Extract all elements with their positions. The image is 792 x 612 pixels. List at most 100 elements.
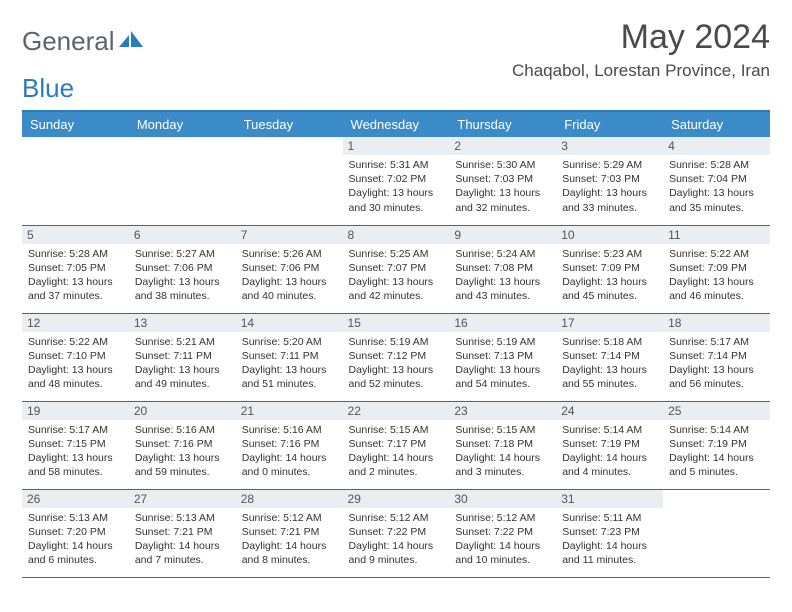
calendar-day-cell: 4 Sunrise: 5:28 AMSunset: 7:04 PMDaylight… [663, 137, 770, 225]
day-info: Sunrise: 5:11 AMSunset: 7:23 PMDaylight:… [562, 511, 657, 568]
sunset-text: Sunset: 7:22 PM [455, 525, 550, 539]
day-info: Sunrise: 5:29 AMSunset: 7:03 PMDaylight:… [562, 158, 657, 215]
sunrise-text: Sunrise: 5:21 AM [135, 335, 230, 349]
daylight-text: Daylight: 13 hours and 48 minutes. [28, 363, 123, 391]
daylight-text: Daylight: 13 hours and 54 minutes. [455, 363, 550, 391]
daylight-text: Daylight: 14 hours and 9 minutes. [349, 539, 444, 567]
day-info: Sunrise: 5:28 AMSunset: 7:04 PMDaylight:… [669, 158, 764, 215]
daylight-text: Daylight: 13 hours and 32 minutes. [455, 186, 550, 214]
calendar-day-cell: 12Sunrise: 5:22 AMSunset: 7:10 PMDayligh… [22, 313, 129, 401]
day-number: 6 [129, 226, 236, 244]
day-number: 24 [556, 402, 663, 420]
calendar-day-cell: 9Sunrise: 5:24 AMSunset: 7:08 PMDaylight… [449, 225, 556, 313]
weekday-header: Thursday [449, 112, 556, 137]
day-info: Sunrise: 5:12 AMSunset: 7:22 PMDaylight:… [349, 511, 444, 568]
day-info: Sunrise: 5:15 AMSunset: 7:18 PMDaylight:… [455, 423, 550, 480]
day-number: 20 [129, 402, 236, 420]
weekday-header: Friday [556, 112, 663, 137]
sunrise-text: Sunrise: 5:12 AM [242, 511, 337, 525]
calendar-week-row: 19 Sunrise: 5:17 AMSunset: 7:15 PMDayligh… [22, 401, 770, 489]
sunrise-text: Sunrise: 5:27 AM [135, 247, 230, 261]
calendar-day-cell: 28Sunrise: 5:12 AMSunset: 7:21 PMDayligh… [236, 489, 343, 577]
day-number: 22 [343, 402, 450, 420]
daylight-text: Daylight: 14 hours and 2 minutes. [349, 451, 444, 479]
day-info: Sunrise: 5:15 AMSunset: 7:17 PMDaylight:… [349, 423, 444, 480]
calendar-day-cell [22, 137, 129, 225]
calendar-day-cell: 23 Sunrise: 5:15 AMSunset: 7:18 PMDayligh… [449, 401, 556, 489]
sunset-text: Sunset: 7:20 PM [28, 525, 123, 539]
sunset-text: Sunset: 7:06 PM [135, 261, 230, 275]
day-number: 4 [663, 137, 770, 155]
day-info: Sunrise: 5:28 AMSunset: 7:05 PMDaylight:… [28, 247, 123, 304]
day-info: Sunrise: 5:22 AMSunset: 7:09 PMDaylight:… [669, 247, 764, 304]
calendar-day-cell: 24Sunrise: 5:14 AMSunset: 7:19 PMDayligh… [556, 401, 663, 489]
sunset-text: Sunset: 7:03 PM [455, 172, 550, 186]
calendar-day-cell: 22 Sunrise: 5:15 AMSunset: 7:17 PMDayligh… [343, 401, 450, 489]
day-info: Sunrise: 5:21 AMSunset: 7:11 PMDaylight:… [135, 335, 230, 392]
day-number: 29 [343, 490, 450, 508]
day-info: Sunrise: 5:16 AMSunset: 7:16 PMDaylight:… [242, 423, 337, 480]
sunrise-text: Sunrise: 5:16 AM [135, 423, 230, 437]
day-info: Sunrise: 5:13 AMSunset: 7:20 PMDaylight:… [28, 511, 123, 568]
sunset-text: Sunset: 7:14 PM [669, 349, 764, 363]
day-info: Sunrise: 5:27 AMSunset: 7:06 PMDaylight:… [135, 247, 230, 304]
day-info: Sunrise: 5:13 AMSunset: 7:21 PMDaylight:… [135, 511, 230, 568]
calendar-day-cell: 15Sunrise: 5:19 AMSunset: 7:12 PMDayligh… [343, 313, 450, 401]
sunrise-text: Sunrise: 5:19 AM [455, 335, 550, 349]
sunrise-text: Sunrise: 5:19 AM [349, 335, 444, 349]
weekday-header: Saturday [663, 112, 770, 137]
day-info: Sunrise: 5:14 AMSunset: 7:19 PMDaylight:… [669, 423, 764, 480]
sunrise-text: Sunrise: 5:12 AM [349, 511, 444, 525]
day-number: 23 [449, 402, 556, 420]
day-number: 27 [129, 490, 236, 508]
weekday-header: Monday [129, 112, 236, 137]
day-info: Sunrise: 5:19 AMSunset: 7:13 PMDaylight:… [455, 335, 550, 392]
day-info: Sunrise: 5:16 AMSunset: 7:16 PMDaylight:… [135, 423, 230, 480]
calendar-day-cell: 3Sunrise: 5:29 AMSunset: 7:03 PMDaylight… [556, 137, 663, 225]
daylight-text: Daylight: 13 hours and 42 minutes. [349, 275, 444, 303]
day-number: 9 [449, 226, 556, 244]
sunset-text: Sunset: 7:12 PM [349, 349, 444, 363]
day-info: Sunrise: 5:23 AMSunset: 7:09 PMDaylight:… [562, 247, 657, 304]
sunrise-text: Sunrise: 5:28 AM [669, 158, 764, 172]
day-number: 19 [22, 402, 129, 420]
title-block: May 2024 Chaqabol, Lorestan Province, Ir… [512, 18, 770, 81]
calendar-day-cell: 21Sunrise: 5:16 AMSunset: 7:16 PMDayligh… [236, 401, 343, 489]
day-number: 16 [449, 314, 556, 332]
sunset-text: Sunset: 7:16 PM [135, 437, 230, 451]
day-number: 7 [236, 226, 343, 244]
daylight-text: Daylight: 14 hours and 3 minutes. [455, 451, 550, 479]
calendar-day-cell: 27 Sunrise: 5:13 AMSunset: 7:21 PMDayligh… [129, 489, 236, 577]
day-number: 5 [22, 226, 129, 244]
daylight-text: Daylight: 13 hours and 45 minutes. [562, 275, 657, 303]
sunset-text: Sunset: 7:11 PM [242, 349, 337, 363]
day-number: 2 [449, 137, 556, 155]
sunrise-text: Sunrise: 5:13 AM [135, 511, 230, 525]
sunrise-text: Sunrise: 5:15 AM [349, 423, 444, 437]
sunrise-text: Sunrise: 5:14 AM [669, 423, 764, 437]
logo-text-blue: Blue [22, 73, 74, 104]
day-number: 11 [663, 226, 770, 244]
calendar-body: 1 Sunrise: 5:31 AMSunset: 7:02 PMDaylight… [22, 137, 770, 577]
logo: General [22, 18, 147, 57]
daylight-text: Daylight: 13 hours and 43 minutes. [455, 275, 550, 303]
sunrise-text: Sunrise: 5:22 AM [669, 247, 764, 261]
sunset-text: Sunset: 7:13 PM [455, 349, 550, 363]
sunset-text: Sunset: 7:17 PM [349, 437, 444, 451]
sunset-text: Sunset: 7:16 PM [242, 437, 337, 451]
daylight-text: Daylight: 13 hours and 30 minutes. [349, 186, 444, 214]
day-info: Sunrise: 5:17 AMSunset: 7:15 PMDaylight:… [28, 423, 123, 480]
daylight-text: Daylight: 14 hours and 6 minutes. [28, 539, 123, 567]
calendar-day-cell [129, 137, 236, 225]
day-info: Sunrise: 5:17 AMSunset: 7:14 PMDaylight:… [669, 335, 764, 392]
day-info: Sunrise: 5:31 AMSunset: 7:02 PMDaylight:… [349, 158, 444, 215]
sunset-text: Sunset: 7:21 PM [135, 525, 230, 539]
sunrise-text: Sunrise: 5:22 AM [28, 335, 123, 349]
sunrise-text: Sunrise: 5:30 AM [455, 158, 550, 172]
day-number: 1 [343, 137, 450, 155]
weekday-header: Tuesday [236, 112, 343, 137]
sunset-text: Sunset: 7:10 PM [28, 349, 123, 363]
sunset-text: Sunset: 7:09 PM [669, 261, 764, 275]
sunset-text: Sunset: 7:19 PM [669, 437, 764, 451]
sunrise-text: Sunrise: 5:13 AM [28, 511, 123, 525]
